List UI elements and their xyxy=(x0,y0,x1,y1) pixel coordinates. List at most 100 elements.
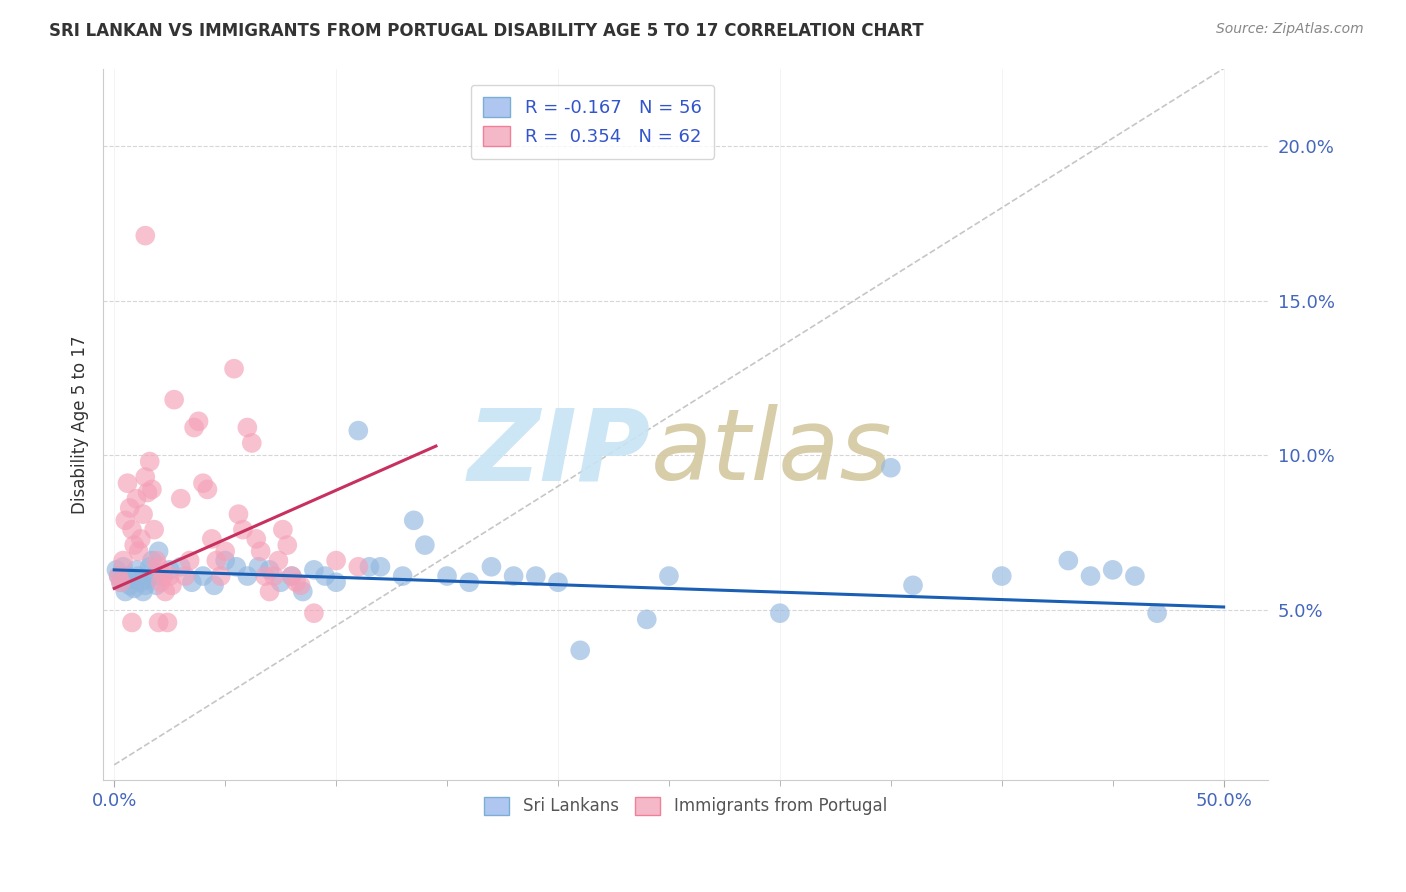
Point xyxy=(183,420,205,434)
Point xyxy=(122,582,145,596)
Point xyxy=(132,584,155,599)
Point xyxy=(128,569,150,583)
Point xyxy=(880,460,903,475)
Point xyxy=(180,575,202,590)
Point xyxy=(325,553,347,567)
Point xyxy=(402,513,425,527)
Point xyxy=(524,569,547,583)
Point xyxy=(225,559,247,574)
Point xyxy=(148,559,170,574)
Point xyxy=(481,559,503,574)
Point xyxy=(117,476,139,491)
Point xyxy=(276,538,298,552)
Point xyxy=(228,507,250,521)
Point xyxy=(134,470,156,484)
Text: ZIP: ZIP xyxy=(468,404,651,501)
Point xyxy=(302,606,325,620)
Point xyxy=(458,575,481,590)
Point xyxy=(271,523,294,537)
Point xyxy=(259,584,281,599)
Point xyxy=(134,578,156,592)
Point xyxy=(391,569,413,583)
Point xyxy=(110,575,132,590)
Point xyxy=(254,569,277,583)
Text: SRI LANKAN VS IMMIGRANTS FROM PORTUGAL DISABILITY AGE 5 TO 17 CORRELATION CHART: SRI LANKAN VS IMMIGRANTS FROM PORTUGAL D… xyxy=(49,22,924,40)
Point xyxy=(163,392,186,407)
Point xyxy=(132,507,155,521)
Point xyxy=(547,575,569,590)
Point xyxy=(267,553,290,567)
Point xyxy=(290,578,312,592)
Point xyxy=(1101,563,1123,577)
Point xyxy=(209,569,232,583)
Point xyxy=(247,559,270,574)
Point xyxy=(370,559,392,574)
Point xyxy=(152,569,174,583)
Point xyxy=(148,615,170,630)
Point xyxy=(202,578,225,592)
Point xyxy=(125,563,148,577)
Point xyxy=(636,612,658,626)
Point xyxy=(1080,569,1102,583)
Point xyxy=(121,615,143,630)
Point xyxy=(128,544,150,558)
Point xyxy=(232,523,254,537)
Point xyxy=(302,563,325,577)
Point xyxy=(170,559,193,574)
Point xyxy=(143,569,166,583)
Text: atlas: atlas xyxy=(651,404,893,501)
Point xyxy=(118,500,141,515)
Point xyxy=(110,575,132,590)
Point xyxy=(187,414,209,428)
Point xyxy=(148,544,170,558)
Point xyxy=(191,476,214,491)
Point xyxy=(174,569,197,583)
Point xyxy=(347,424,370,438)
Point xyxy=(413,538,436,552)
Point xyxy=(112,553,135,567)
Point xyxy=(245,532,267,546)
Point xyxy=(249,544,271,558)
Point xyxy=(1057,553,1080,567)
Point xyxy=(179,553,201,567)
Text: Source: ZipAtlas.com: Source: ZipAtlas.com xyxy=(1216,22,1364,37)
Point xyxy=(107,569,129,583)
Point xyxy=(138,454,160,468)
Point xyxy=(259,563,281,577)
Point xyxy=(214,553,236,567)
Point xyxy=(129,532,152,546)
Point xyxy=(117,569,139,583)
Point xyxy=(1146,606,1168,620)
Point xyxy=(155,584,177,599)
Point xyxy=(121,572,143,586)
Point xyxy=(291,584,314,599)
Point xyxy=(149,575,172,590)
Point xyxy=(347,559,370,574)
Y-axis label: Disability Age 5 to 17: Disability Age 5 to 17 xyxy=(72,335,89,514)
Point xyxy=(159,563,181,577)
Point xyxy=(901,578,924,592)
Point xyxy=(201,532,224,546)
Point xyxy=(658,569,681,583)
Point xyxy=(990,569,1012,583)
Point xyxy=(436,569,458,583)
Point xyxy=(191,569,214,583)
Point xyxy=(136,572,159,586)
Point xyxy=(159,569,181,583)
Point xyxy=(359,559,381,574)
Point xyxy=(285,575,308,590)
Point xyxy=(263,569,285,583)
Point xyxy=(280,569,302,583)
Point xyxy=(236,420,259,434)
Point xyxy=(222,361,245,376)
Point xyxy=(145,578,167,592)
Point xyxy=(114,584,136,599)
Point xyxy=(270,575,292,590)
Point xyxy=(112,559,135,574)
Point xyxy=(214,544,236,558)
Point xyxy=(197,483,219,497)
Point xyxy=(205,553,228,567)
Point xyxy=(569,643,592,657)
Point xyxy=(129,575,152,590)
Point xyxy=(280,569,302,583)
